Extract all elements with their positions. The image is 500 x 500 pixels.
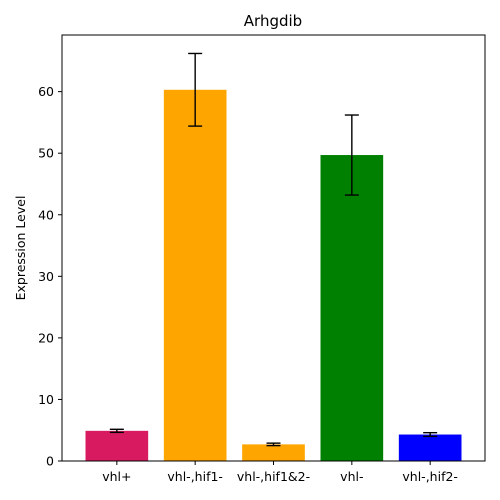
- y-axis-label: Expression Level: [13, 196, 28, 301]
- x-tick-label-0: vhl+: [102, 469, 131, 484]
- x-tick-label-2: vhl-,hif1&2-: [237, 469, 310, 484]
- error-bar-3: [344, 114, 359, 196]
- x-tick-label-4: vhl-,hif2-: [402, 469, 458, 484]
- bars-group: [85, 89, 462, 462]
- error-bar-0: [109, 428, 124, 434]
- bar-0: [85, 430, 149, 461]
- bar-3: [320, 155, 384, 462]
- bar-1: [163, 89, 227, 462]
- error-bar-1: [188, 52, 203, 127]
- y-tick-label-2: 20: [38, 330, 54, 345]
- x-tick-label-3: vhl-: [340, 469, 363, 484]
- bar-4: [398, 434, 462, 461]
- x-tick-label-1: vhl-,hif1-: [167, 469, 223, 484]
- error-bars-group: [109, 52, 438, 447]
- bar-2: [242, 444, 305, 461]
- plot-frame: [61, 34, 486, 462]
- y-tick-label-5: 50: [38, 146, 54, 161]
- y-axis-ticks: 0 10 20 30 40 50 60: [38, 84, 62, 469]
- x-axis-ticks: vhl+ vhl-,hif1- vhl-,hif1&2- vhl-vhl-,hif2-: [102, 461, 458, 484]
- error-bar-2: [266, 442, 281, 447]
- y-tick-label-0: 0: [46, 454, 54, 469]
- y-tick-label-3: 30: [38, 269, 54, 284]
- y-tick-label-4: 40: [38, 207, 54, 222]
- y-tick-label-1: 10: [38, 392, 54, 407]
- error-bar-4: [423, 431, 438, 438]
- chart-title: Arhgdib: [244, 12, 302, 30]
- y-tick-label-6: 60: [38, 84, 54, 99]
